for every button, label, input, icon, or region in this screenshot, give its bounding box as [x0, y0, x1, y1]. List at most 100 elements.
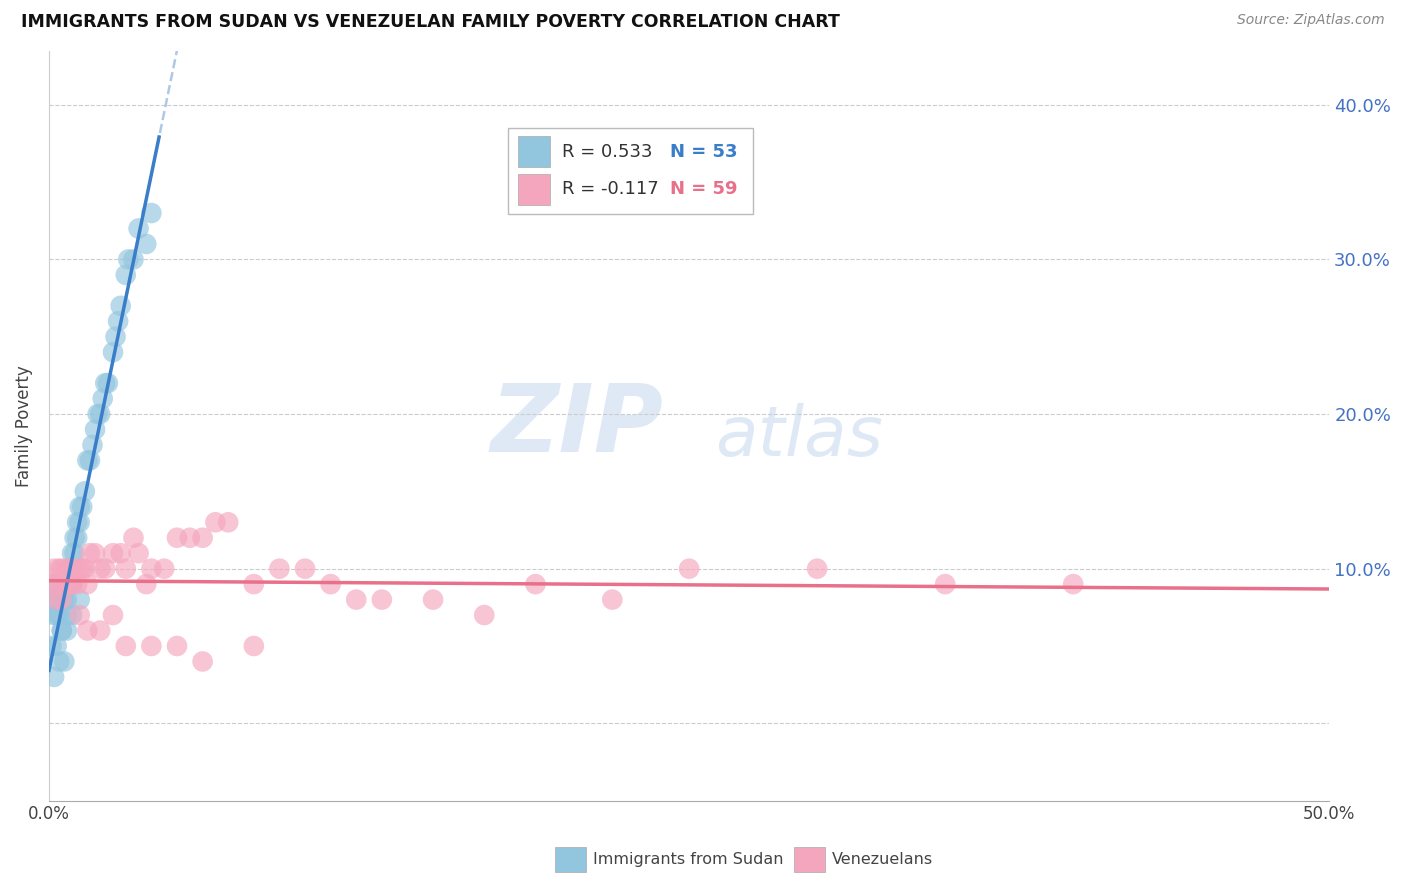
Point — [217, 516, 239, 530]
Point — [128, 221, 150, 235]
Point — [86, 407, 108, 421]
Point — [60, 608, 83, 623]
Point — [60, 577, 83, 591]
Point — [319, 577, 342, 591]
Point — [69, 608, 91, 623]
Point — [42, 670, 65, 684]
Text: Immigrants from Sudan: Immigrants from Sudan — [593, 853, 783, 867]
Point — [56, 592, 79, 607]
Point — [135, 237, 157, 252]
Point — [51, 624, 73, 638]
Point — [48, 562, 70, 576]
Point — [114, 268, 136, 282]
Point — [45, 592, 67, 607]
Point — [60, 577, 83, 591]
Point — [344, 592, 367, 607]
Point — [51, 624, 73, 638]
Point — [73, 484, 96, 499]
Point — [41, 577, 63, 591]
Point — [82, 438, 104, 452]
Point — [45, 592, 67, 607]
Point — [97, 376, 120, 391]
Point — [204, 516, 226, 530]
Point — [51, 592, 73, 607]
Point — [56, 577, 79, 591]
Y-axis label: Family Poverty: Family Poverty — [15, 365, 32, 486]
Point — [101, 608, 124, 623]
Point — [79, 546, 101, 560]
Point — [678, 562, 700, 576]
Point — [243, 577, 266, 591]
Point — [128, 546, 150, 560]
Point — [69, 562, 91, 576]
Point — [69, 500, 91, 514]
Point — [56, 608, 79, 623]
Point — [48, 655, 70, 669]
Point — [114, 639, 136, 653]
Point — [191, 655, 214, 669]
Point — [153, 562, 176, 576]
Point — [94, 376, 117, 391]
Point — [84, 423, 107, 437]
Point — [107, 314, 129, 328]
Point — [294, 562, 316, 576]
Point — [89, 562, 111, 576]
Point — [141, 639, 163, 653]
Point — [53, 577, 76, 591]
Point — [66, 577, 89, 591]
FancyBboxPatch shape — [508, 128, 754, 213]
Point — [56, 624, 79, 638]
Point — [58, 577, 80, 591]
Point — [806, 562, 828, 576]
Point — [269, 562, 291, 576]
Point — [66, 531, 89, 545]
Text: N = 59: N = 59 — [669, 180, 737, 198]
Point — [371, 592, 394, 607]
Point — [122, 252, 145, 267]
Point — [51, 592, 73, 607]
Point — [472, 608, 495, 623]
Point — [45, 639, 67, 653]
Point — [114, 562, 136, 576]
Point — [94, 562, 117, 576]
Point — [51, 562, 73, 576]
Point — [600, 592, 623, 607]
Text: R = 0.533: R = 0.533 — [562, 143, 652, 161]
Text: Venezuelans: Venezuelans — [832, 853, 934, 867]
Point — [141, 206, 163, 220]
Point — [63, 531, 86, 545]
Point — [243, 639, 266, 653]
FancyBboxPatch shape — [517, 136, 550, 167]
Text: atlas: atlas — [714, 403, 883, 470]
FancyBboxPatch shape — [517, 174, 550, 205]
Point — [72, 500, 94, 514]
Point — [60, 546, 83, 560]
Point — [66, 516, 89, 530]
Point — [41, 639, 63, 653]
Point — [934, 577, 956, 591]
Point — [69, 516, 91, 530]
Point — [101, 546, 124, 560]
Point — [42, 577, 65, 591]
Point — [166, 531, 188, 545]
Point — [141, 562, 163, 576]
Point — [58, 562, 80, 576]
Text: IMMIGRANTS FROM SUDAN VS VENEZUELAN FAMILY POVERTY CORRELATION CHART: IMMIGRANTS FROM SUDAN VS VENEZUELAN FAMI… — [21, 13, 839, 31]
Text: Source: ZipAtlas.com: Source: ZipAtlas.com — [1237, 13, 1385, 28]
Point — [76, 624, 98, 638]
Point — [179, 531, 201, 545]
Point — [48, 608, 70, 623]
Point — [524, 577, 547, 591]
Point — [53, 592, 76, 607]
Text: R = -0.117: R = -0.117 — [562, 180, 659, 198]
Point — [166, 639, 188, 653]
Text: ZIP: ZIP — [491, 380, 664, 472]
Point — [89, 624, 111, 638]
Point — [58, 562, 80, 576]
Point — [76, 577, 98, 591]
Text: N = 53: N = 53 — [669, 143, 737, 161]
Point — [101, 345, 124, 359]
Point — [76, 453, 98, 467]
Point — [42, 608, 65, 623]
Point — [73, 562, 96, 576]
